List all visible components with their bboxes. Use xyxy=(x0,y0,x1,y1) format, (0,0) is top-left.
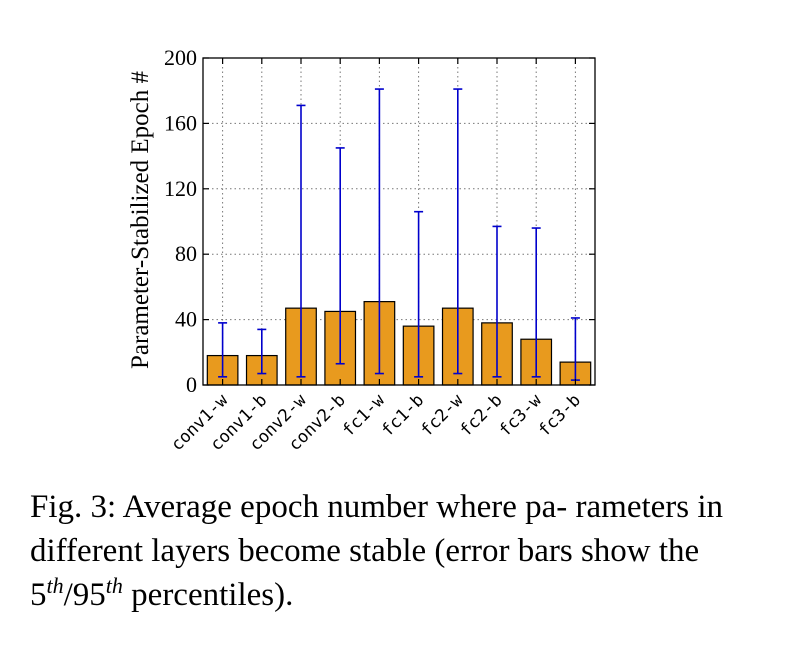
error-bar-fc1-b xyxy=(414,210,424,378)
error-bar-conv2-b xyxy=(335,147,345,365)
caption-suffix: percentiles). xyxy=(122,577,294,613)
caption-high-percentile: 95 xyxy=(72,577,106,613)
y-tick-label: 40 xyxy=(175,307,197,332)
error-bars xyxy=(218,88,580,381)
error-bar-conv1-b xyxy=(257,328,267,375)
x-tick-label: fc1-w xyxy=(339,390,390,441)
y-axis-title: Parameter-Stabilized Epoch # xyxy=(127,71,154,369)
error-bar-fc2-w xyxy=(453,88,463,375)
caption-low-percentile: 5 xyxy=(30,577,47,613)
y-tick-label: 80 xyxy=(175,241,197,266)
plot-frame xyxy=(202,57,596,386)
bar-chart: 0 40 80 120 160 200 conv1-wconv1-bconv2-wconv… xyxy=(127,45,596,455)
x-tick-labels: conv1-wconv1-bconv2-wconv2-bfc1-wfc1-bfc… xyxy=(167,390,585,455)
error-bar-fc2-b xyxy=(492,225,502,378)
y-tick-label: 0 xyxy=(186,372,197,397)
error-bar-fc1-w xyxy=(374,88,384,375)
x-tick-label: fc3-w xyxy=(495,390,546,441)
caption-slash: / xyxy=(63,577,73,613)
x-tick-label: fc2-w xyxy=(417,390,468,441)
x-tick-label: fc3-b xyxy=(535,390,585,440)
y-tick-label: 200 xyxy=(164,45,197,70)
y-tick-label: 120 xyxy=(164,176,197,201)
error-bar-conv1-w xyxy=(218,322,228,378)
figure-caption: Fig. 3: Average epoch number where pa- r… xyxy=(30,485,790,617)
y-tick-labels: 0 40 80 120 160 200 xyxy=(164,45,197,397)
x-tick-label: fc1-b xyxy=(378,390,428,440)
axis-ticks xyxy=(203,57,595,386)
caption-superscript-low: th xyxy=(46,573,64,598)
caption-superscript-high: th xyxy=(105,573,123,598)
error-bar-conv2-w xyxy=(296,104,306,378)
x-tick-label: fc2-b xyxy=(456,390,506,440)
y-tick-label: 160 xyxy=(164,110,197,135)
error-bar-fc3-w xyxy=(531,227,541,378)
caption-text: Fig. 3: Average epoch number where pa- r… xyxy=(30,489,724,569)
bars xyxy=(206,301,592,386)
